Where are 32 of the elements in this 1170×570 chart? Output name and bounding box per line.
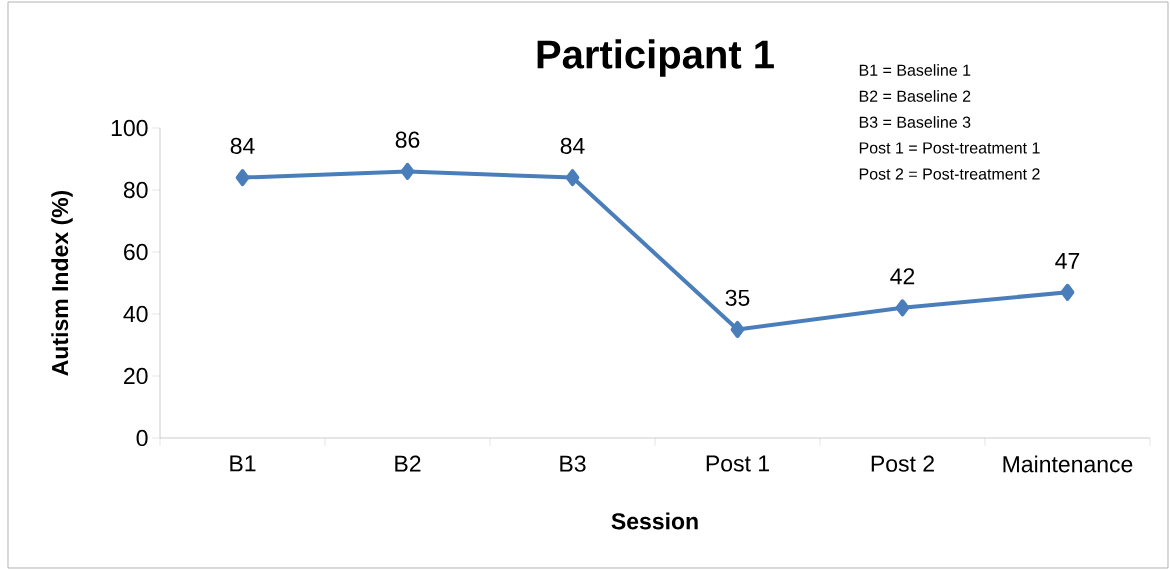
- data-label: 47: [1055, 252, 1080, 269]
- text: B2 = Baseline 2: [859, 90, 971, 102]
- point: [565, 169, 580, 187]
- y-tick-label: 60: [124, 243, 148, 261]
- data-label: 86: [395, 131, 420, 148]
- chart-title: Participant 1: [537, 39, 774, 77]
- y-tick-label: 40: [123, 305, 148, 323]
- x-axis-title: Session: [611, 512, 698, 530]
- y-axis-title: Autism Index (%): [51, 190, 73, 376]
- x-tick-label: Post 2: [871, 455, 934, 472]
- x-tick-label: B1: [230, 455, 256, 472]
- x-tick-label: Maintenance: [1003, 455, 1133, 473]
- point: [235, 169, 250, 187]
- y-tick-label: 20: [124, 367, 148, 385]
- y-tick-label: 80: [123, 181, 148, 199]
- y-tick-label: 100: [111, 119, 148, 137]
- point: [1060, 283, 1075, 301]
- x-tick-label: Post 1: [706, 455, 769, 472]
- text: B3 = Baseline 3: [859, 116, 971, 128]
- text: B1 = Baseline 1: [859, 64, 971, 76]
- data-label: 42: [890, 268, 915, 285]
- annotation: Post 1 = Post-treatment 1: [859, 142, 1040, 154]
- point: [730, 320, 745, 338]
- data-label: 84: [560, 137, 585, 155]
- x-tick-label: B2: [395, 455, 421, 472]
- point: [400, 162, 415, 180]
- data-label: 35: [725, 289, 750, 306]
- y-tick-label: 0: [136, 429, 148, 447]
- point: [895, 299, 910, 317]
- annotation: Post 2 = Post-treatment 2: [859, 168, 1040, 180]
- data-label: 84: [230, 137, 255, 155]
- x-tick-label: B3: [560, 455, 586, 472]
